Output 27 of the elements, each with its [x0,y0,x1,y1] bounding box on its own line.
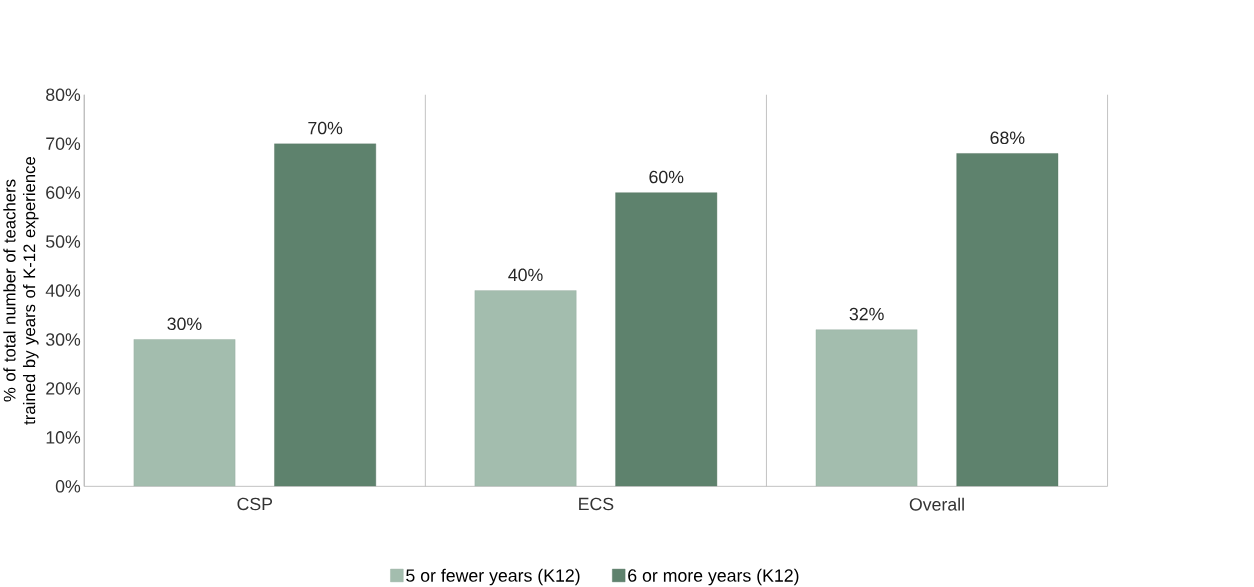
y-tick-label: 40% [45,284,81,297]
y-tick-label: 0% [55,480,81,493]
data-label: 32% [849,307,884,321]
bar [274,143,377,487]
data-label: 40% [508,268,543,282]
data-label: 60% [649,170,684,184]
data-label: 68% [990,131,1025,145]
bar [956,153,1059,487]
y-tick-label: 50% [46,235,81,248]
legend-label: 5 or fewer years (K12) [406,568,580,586]
y-axis-title: % of total number of teachers trained by years of K-12 experience [3,156,39,425]
y-tick-label: 10% [46,431,81,444]
data-label: 30% [167,317,202,331]
bar [815,329,918,487]
legend-label: 6 or more years (K12) [628,568,799,586]
x-tick-label: ECS [579,497,614,511]
x-tick-label: Overall [909,497,964,511]
y-tick-label: 70% [46,137,81,150]
bar [615,192,718,487]
bar [133,339,236,487]
y-tick-label: 80% [46,88,81,101]
x-tick-label: CSP [237,497,273,511]
bar [474,290,577,487]
y-tick-label: 60% [46,186,81,199]
data-label: 70% [308,121,343,135]
y-tick-label: 20% [46,382,81,395]
y-tick-label: 30% [45,333,81,346]
